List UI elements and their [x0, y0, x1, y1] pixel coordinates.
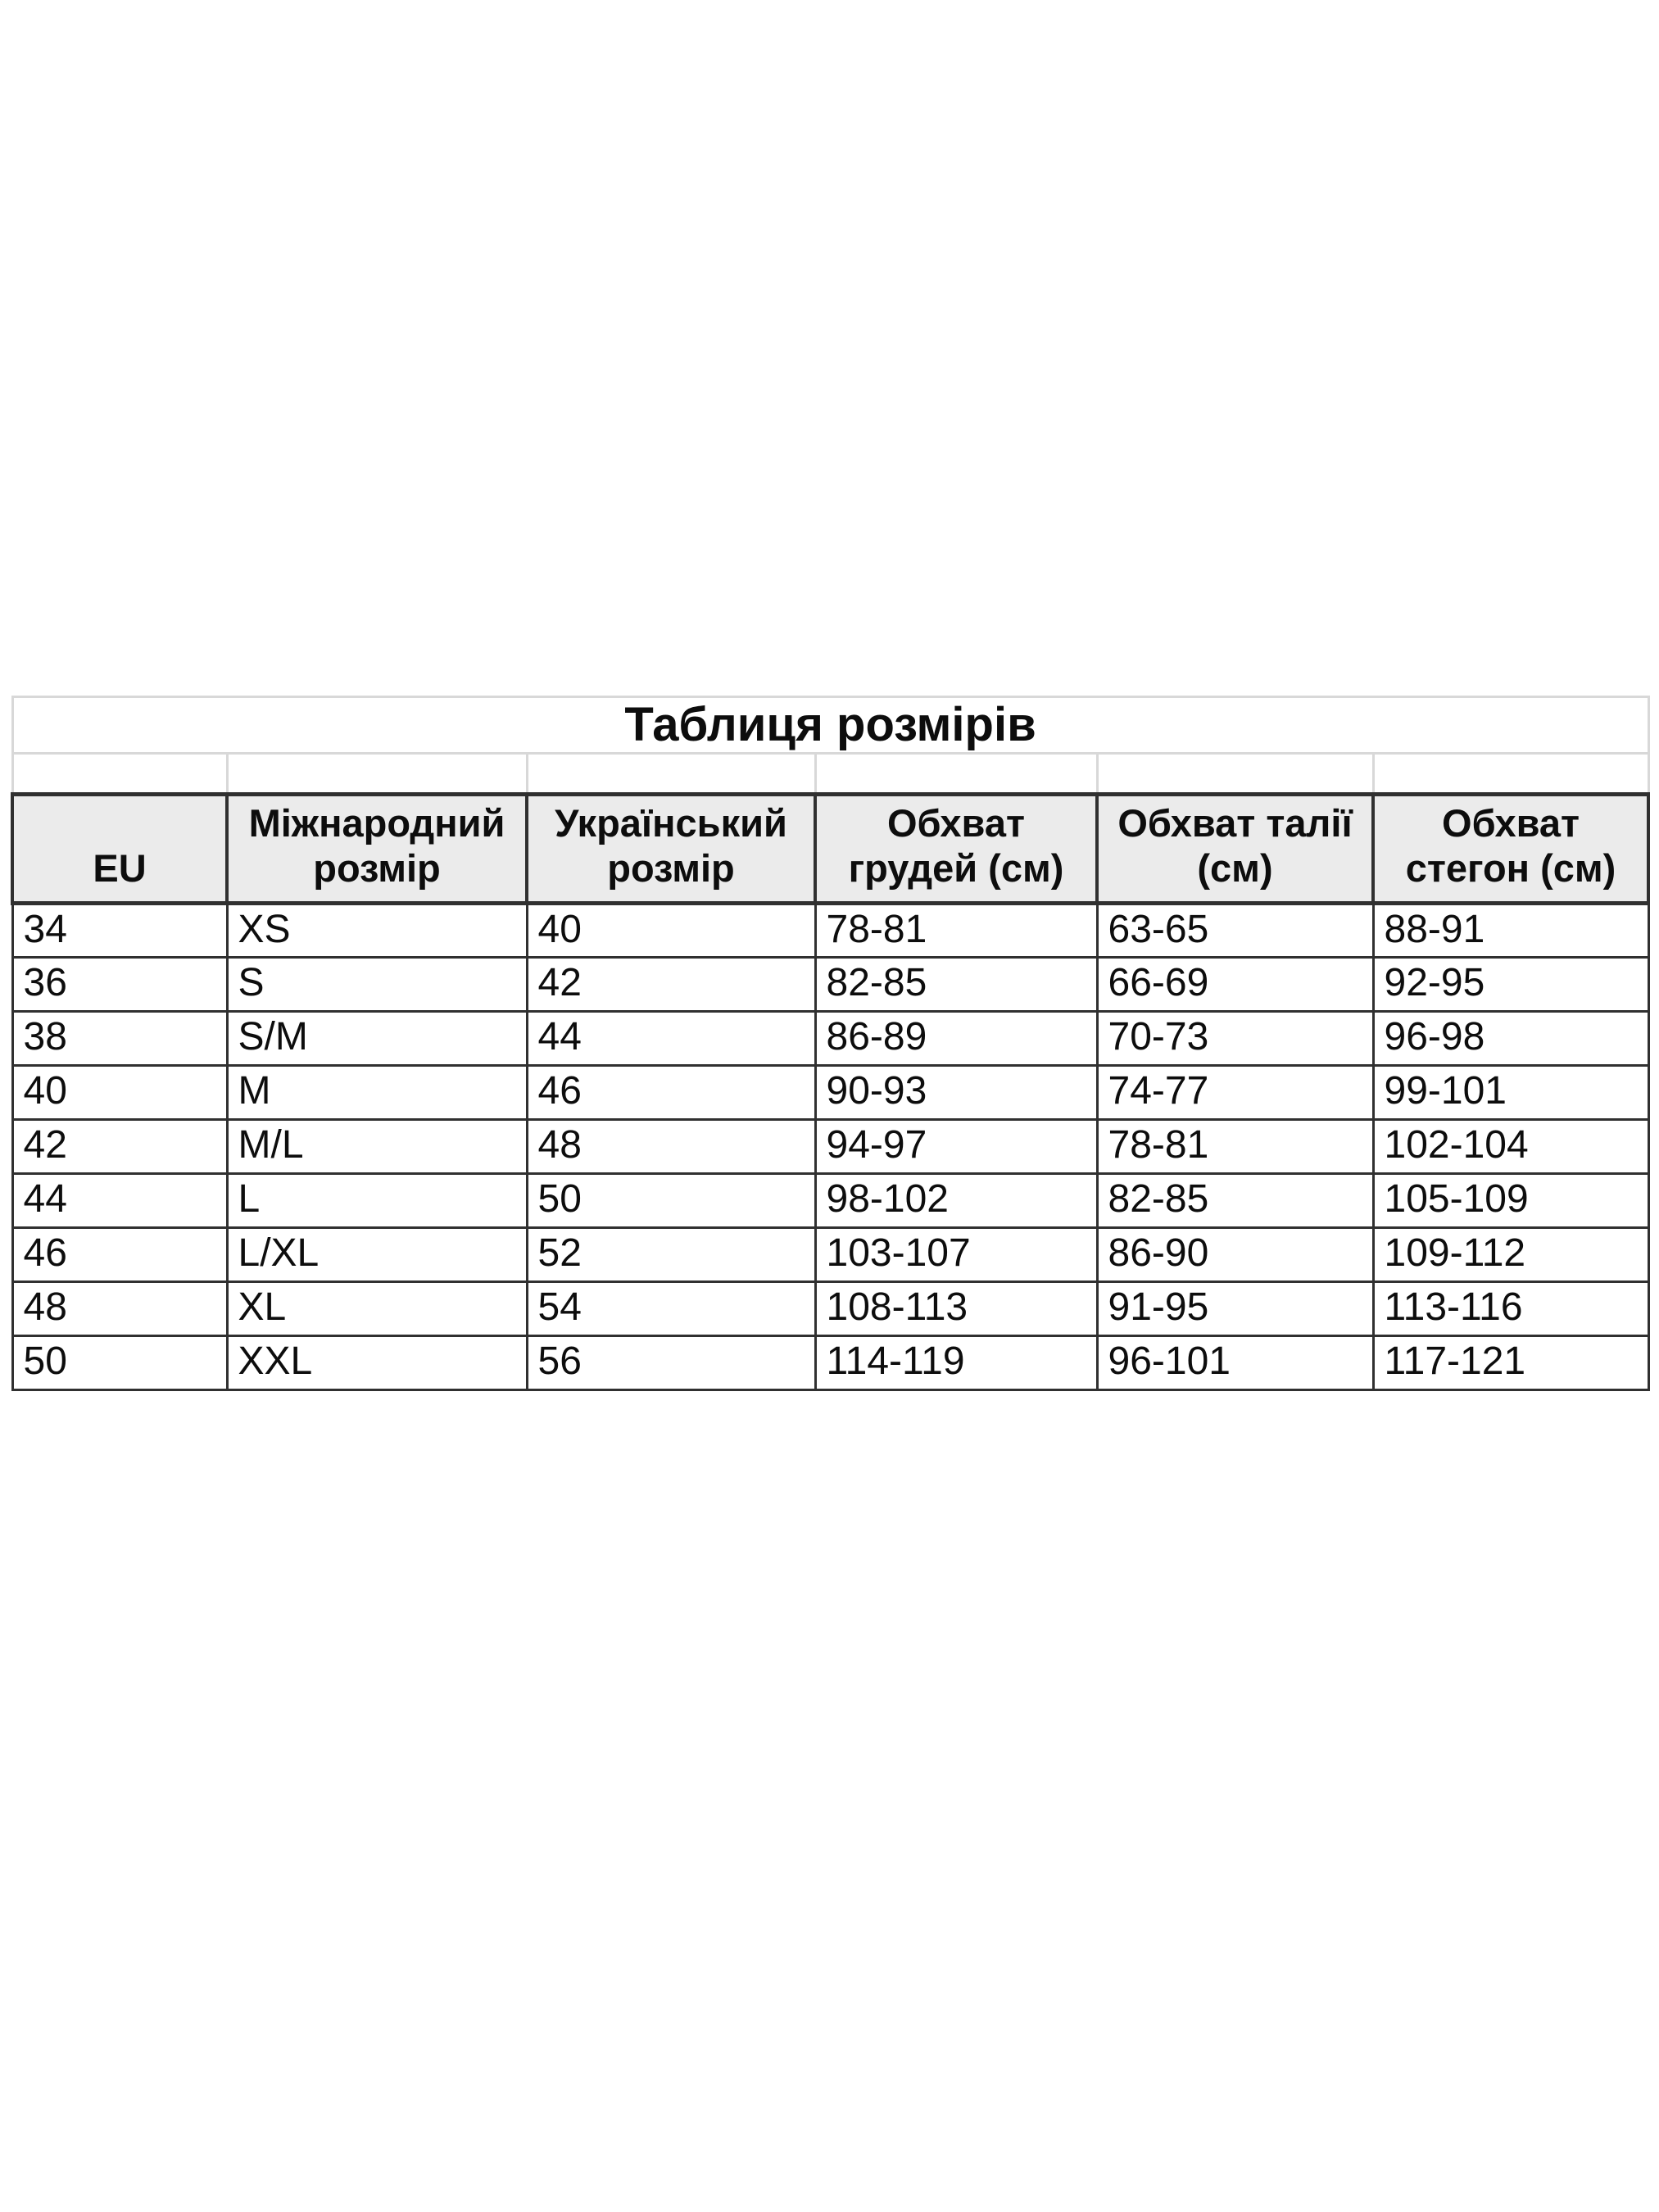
cell-intl: M/L [225, 1117, 528, 1175]
cell-intl: L [225, 1172, 528, 1229]
spacer-cell-waist [1095, 752, 1375, 796]
spacer-cell-intl [225, 752, 528, 796]
table-row: 46 L/XL 52 103-107 86-90 109-112 [11, 1226, 1650, 1283]
cell-hips: 102-104 [1371, 1117, 1650, 1175]
cell-hips: 99-101 [1371, 1063, 1650, 1121]
table-title: Таблиця розмірів [11, 696, 1650, 755]
cell-eu: 40 [11, 1063, 229, 1121]
column-header-ua: Український розмір [525, 792, 817, 905]
spacer-cell-chest [814, 752, 1099, 796]
cell-chest: 114-119 [814, 1334, 1099, 1391]
cell-hips: 113-116 [1371, 1280, 1650, 1337]
table-row: 36 S 42 82-85 66-69 92-95 [11, 955, 1650, 1013]
cell-chest: 108-113 [814, 1280, 1099, 1337]
cell-eu: 46 [11, 1226, 229, 1283]
cell-waist: 63-65 [1095, 901, 1375, 959]
cell-waist: 91-95 [1095, 1280, 1375, 1337]
cell-eu: 48 [11, 1280, 229, 1337]
cell-hips: 88-91 [1371, 901, 1650, 959]
cell-ua: 44 [525, 1009, 817, 1067]
size-table: Таблиця розмірів EU Міжнародний розмір Укр… [11, 696, 1651, 1391]
cell-ua: 42 [525, 955, 817, 1013]
cell-hips: 105-109 [1371, 1172, 1650, 1229]
cell-hips: 96-98 [1371, 1009, 1650, 1067]
cell-waist: 66-69 [1095, 955, 1375, 1013]
table-row: 34 XS 40 78-81 63-65 88-91 [11, 901, 1650, 959]
table-row: 38 S/M 44 86-89 70-73 96-98 [11, 1009, 1650, 1067]
column-header-eu: EU [11, 792, 229, 905]
cell-waist: 78-81 [1095, 1117, 1375, 1175]
cell-chest: 86-89 [814, 1009, 1099, 1067]
cell-chest: 82-85 [814, 955, 1099, 1013]
column-header-chest: Обхват грудей (см) [814, 792, 1099, 905]
column-header-hips: Обхват стегон (см) [1371, 792, 1651, 905]
cell-intl: M [225, 1063, 528, 1121]
cell-ua: 40 [525, 901, 817, 959]
cell-intl: XL [225, 1280, 528, 1337]
cell-waist: 82-85 [1095, 1172, 1375, 1229]
cell-chest: 98-102 [814, 1172, 1099, 1229]
cell-intl: L/XL [225, 1226, 528, 1283]
cell-waist: 70-73 [1095, 1009, 1375, 1067]
table-row: 50 XXL 56 114-119 96-101 117-121 [11, 1334, 1650, 1391]
cell-eu: 42 [11, 1117, 229, 1175]
cell-eu: 38 [11, 1009, 229, 1067]
column-header-intl: Міжнародний розмір [225, 792, 528, 905]
cell-eu: 34 [11, 901, 229, 959]
spacer-row [11, 752, 1650, 796]
header-row: EU Міжнародний розмір Український розмір Об… [11, 792, 1651, 905]
cell-waist: 86-90 [1095, 1226, 1375, 1283]
cell-eu: 50 [11, 1334, 229, 1391]
cell-ua: 50 [525, 1172, 817, 1229]
cell-chest: 94-97 [814, 1117, 1099, 1175]
cell-hips: 92-95 [1371, 955, 1650, 1013]
cell-ua: 54 [525, 1280, 817, 1337]
table-row: 44 L 50 98-102 82-85 105-109 [11, 1172, 1650, 1229]
cell-eu: 44 [11, 1172, 229, 1229]
table-row: 42 M/L 48 94-97 78-81 102-104 [11, 1117, 1650, 1175]
spacer-cell-hips [1371, 752, 1650, 796]
cell-hips: 117-121 [1371, 1334, 1650, 1391]
column-header-waist: Обхват талії (см) [1095, 792, 1375, 905]
cell-intl: XS [225, 901, 528, 959]
cell-intl: S/M [225, 1009, 528, 1067]
cell-hips: 109-112 [1371, 1226, 1650, 1283]
spacer-cell-eu [11, 752, 229, 796]
cell-intl: XXL [225, 1334, 528, 1391]
title-row: Таблиця розмірів [11, 696, 1650, 755]
table-row: 48 XL 54 108-113 91-95 113-116 [11, 1280, 1650, 1337]
cell-ua: 48 [525, 1117, 817, 1175]
cell-intl: S [225, 955, 528, 1013]
cell-eu: 36 [11, 955, 229, 1013]
table-row: 40 M 46 90-93 74-77 99-101 [11, 1063, 1650, 1121]
cell-ua: 46 [525, 1063, 817, 1121]
cell-ua: 52 [525, 1226, 817, 1283]
cell-chest: 103-107 [814, 1226, 1099, 1283]
cell-chest: 90-93 [814, 1063, 1099, 1121]
cell-ua: 56 [525, 1334, 817, 1391]
cell-waist: 96-101 [1095, 1334, 1375, 1391]
spacer-cell-ua [525, 752, 817, 796]
cell-waist: 74-77 [1095, 1063, 1375, 1121]
cell-chest: 78-81 [814, 901, 1099, 959]
